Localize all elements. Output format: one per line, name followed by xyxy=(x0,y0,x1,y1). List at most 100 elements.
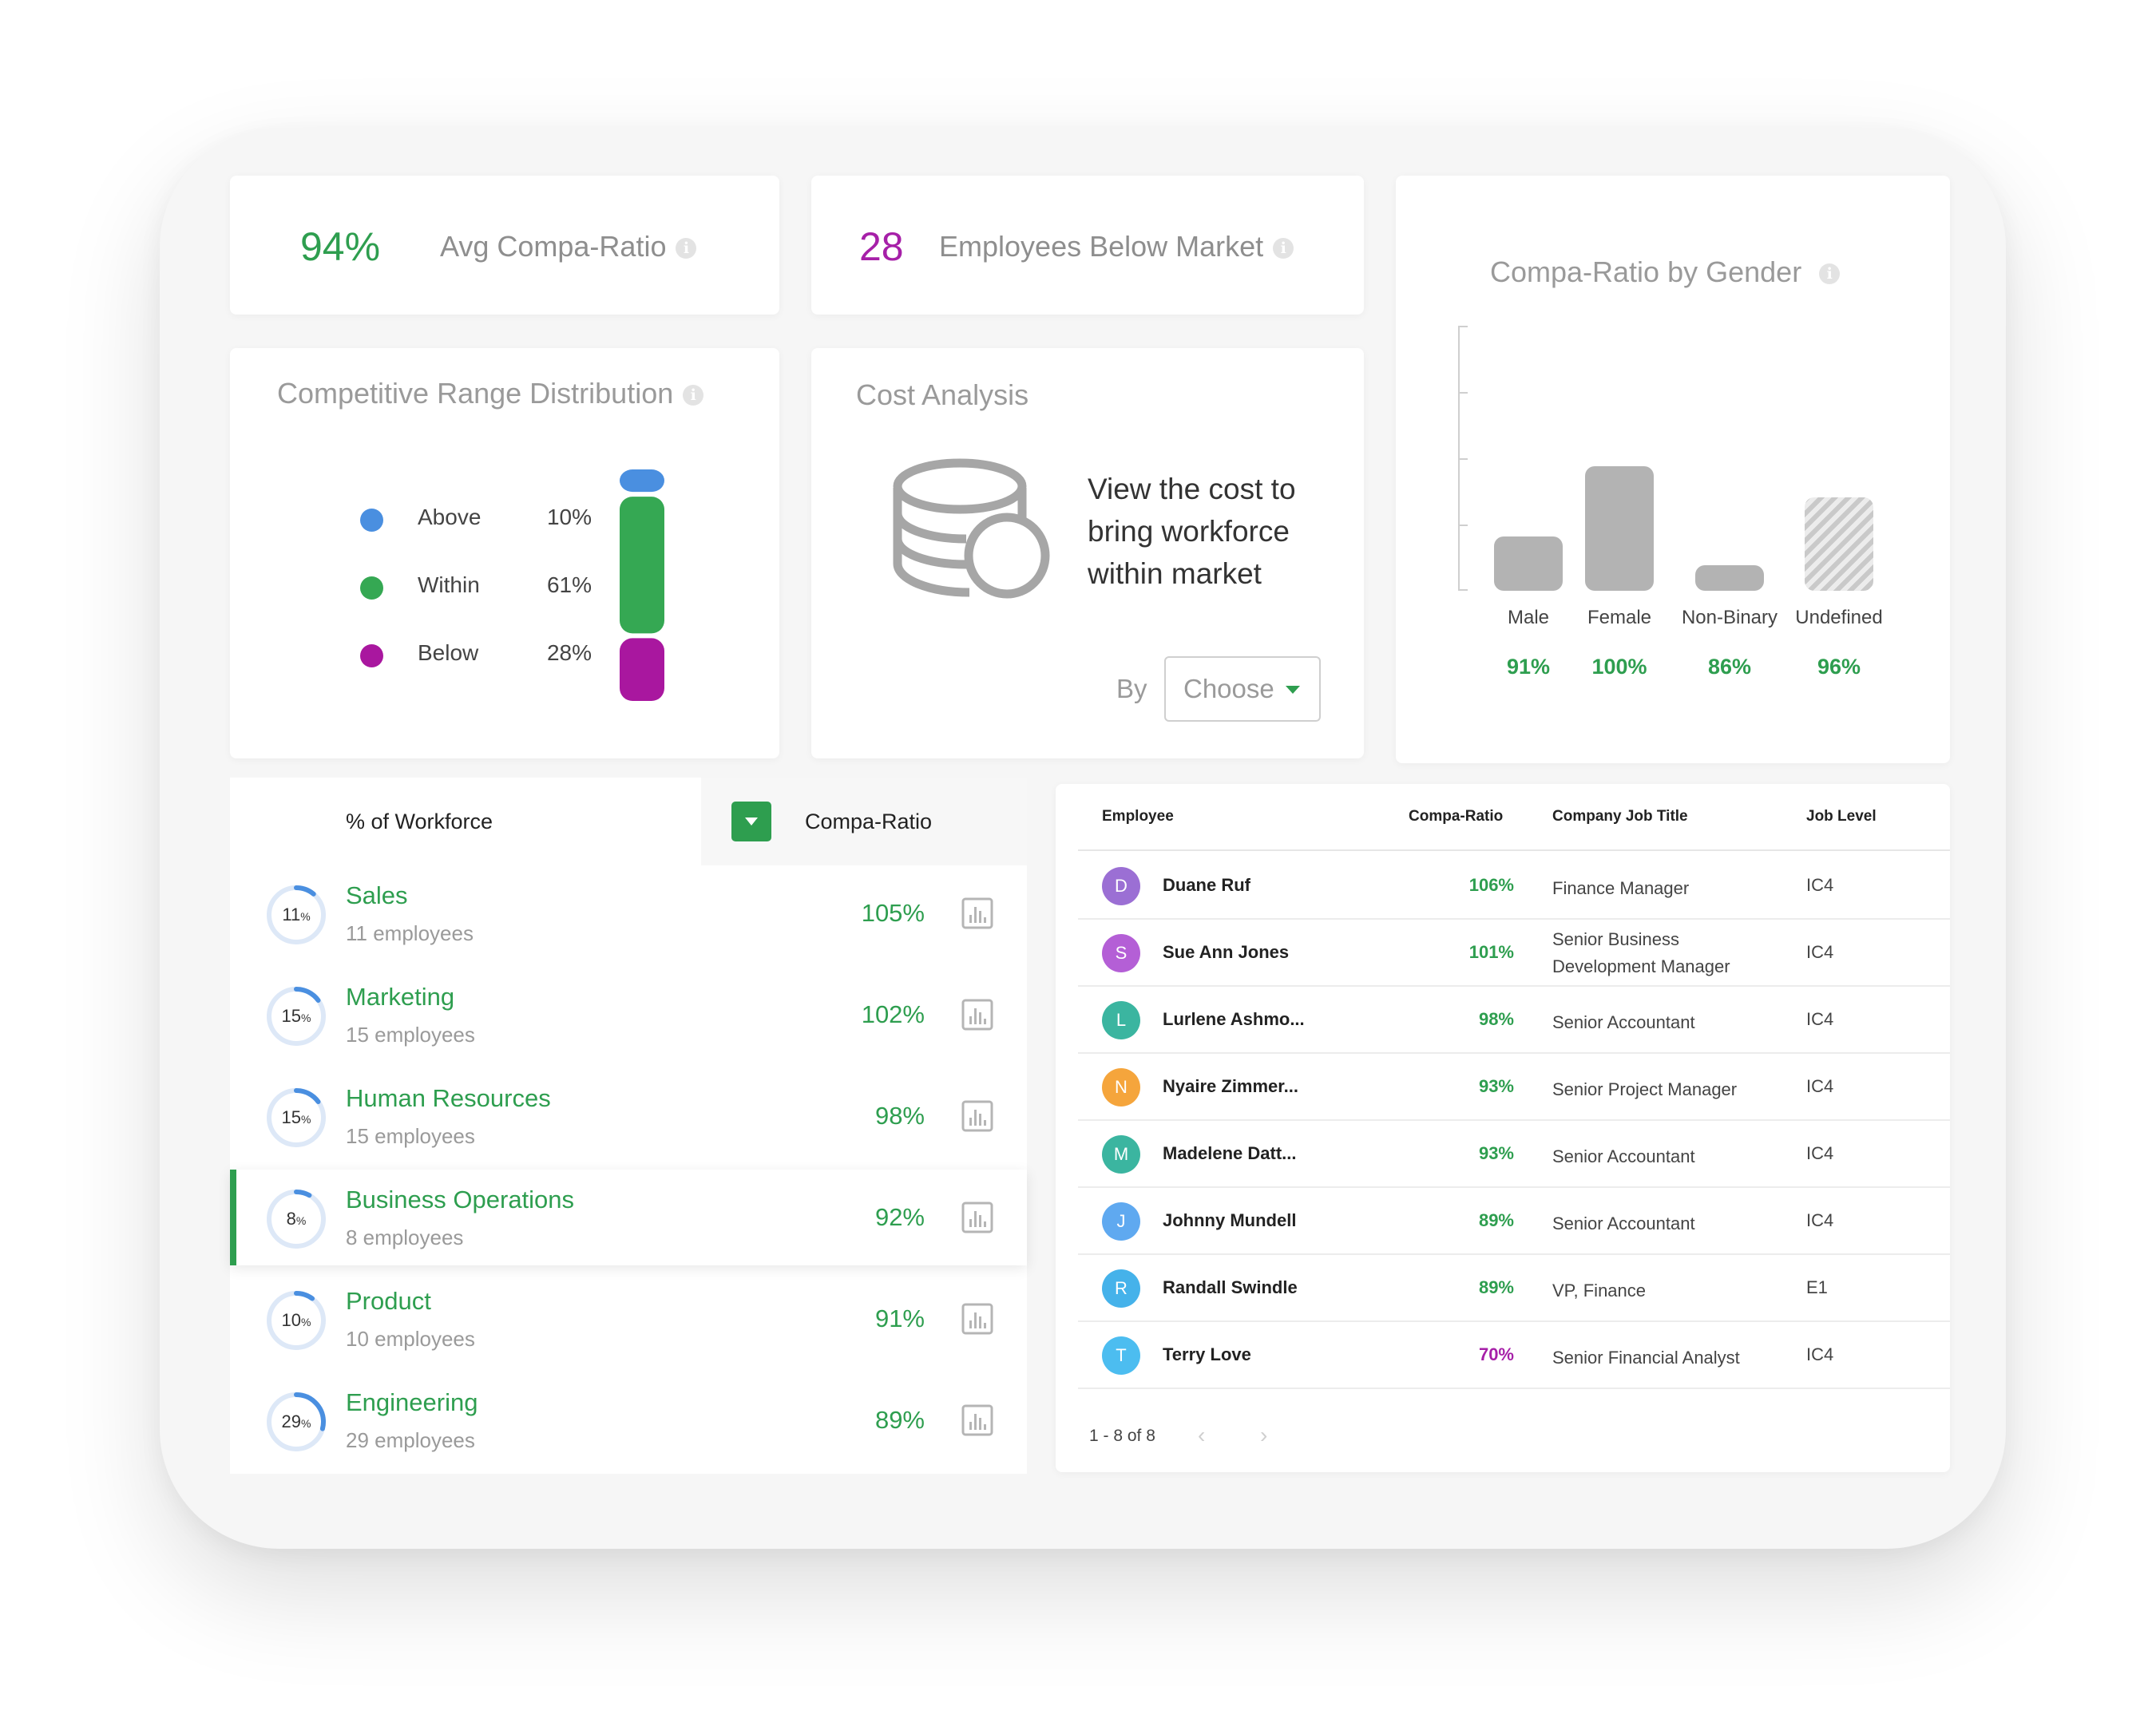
info-icon[interactable]: i xyxy=(1273,238,1294,259)
department-name[interactable]: Marketing xyxy=(346,983,455,1011)
caret-down-icon xyxy=(745,818,758,825)
bar-chart-icon[interactable] xyxy=(961,999,993,1031)
column-header-job-title[interactable]: Company Job Title xyxy=(1552,808,1688,825)
next-page-icon[interactable]: › xyxy=(1260,1423,1268,1447)
workforce-share-ring: 29% xyxy=(264,1390,328,1454)
table-row[interactable]: T Terry Love 70% Senior Financial Analyst IC… xyxy=(1078,1320,1950,1389)
department-name[interactable]: Business Operations xyxy=(346,1186,575,1213)
avatar: M xyxy=(1102,1135,1140,1174)
choose-select-value: Choose xyxy=(1183,674,1274,703)
bar-chart-icon[interactable] xyxy=(961,1303,993,1335)
bar-chart-icon[interactable] xyxy=(961,1404,993,1436)
department-compa-ratio: 89% xyxy=(874,1406,925,1434)
info-icon[interactable]: i xyxy=(683,385,704,406)
axis-tick xyxy=(1460,589,1468,591)
employee-job-level: IC4 xyxy=(1806,1076,1834,1096)
department-name[interactable]: Sales xyxy=(346,881,408,909)
info-icon[interactable]: i xyxy=(1819,263,1841,285)
selected-indicator xyxy=(230,1170,236,1265)
workforce-share-value: 29% xyxy=(281,1411,311,1431)
department-row[interactable]: 11% Sales 11 employees 105% xyxy=(230,865,1027,961)
department-name[interactable]: Product xyxy=(346,1287,431,1315)
employee-job-title: Senior Business Development Manager xyxy=(1552,929,1730,976)
bar-value-label: 96% xyxy=(1817,655,1861,679)
table-row[interactable]: L Lurlene Ashmo... 98% Senior Accountant IC4 xyxy=(1078,985,1950,1054)
employee-name[interactable]: Terry Love xyxy=(1163,1344,1251,1364)
table-row[interactable]: N Nyaire Zimmer... 93% Senior Project Manag… xyxy=(1078,1052,1950,1121)
department-compa-ratio: 91% xyxy=(874,1304,925,1332)
workforce-column-header[interactable]: % of Workforce xyxy=(346,810,493,833)
workforce-share-value: 15% xyxy=(281,1006,311,1026)
table-row[interactable]: J Johnny Mundell 89% Senior Accountant IC4 xyxy=(1078,1186,1950,1255)
legend-dot-above xyxy=(360,509,383,532)
employee-table: Employee Compa-Ratio Company Job Title J… xyxy=(1056,784,1950,1472)
table-row[interactable]: D Duane Ruf 106% Finance Manager IC4 xyxy=(1078,851,1950,920)
kpi-avg-compa-label: Avg Compa-Ratio i xyxy=(440,230,697,263)
avatar: L xyxy=(1102,1001,1140,1039)
bar-female[interactable] xyxy=(1585,466,1654,591)
employee-job-level: E1 xyxy=(1806,1277,1828,1297)
department-name[interactable]: Human Resources xyxy=(346,1084,551,1112)
kpi-avg-compa-card: 94% Avg Compa-Ratio i xyxy=(230,176,779,315)
workforce-share-ring: 11% xyxy=(264,883,328,947)
employee-compa-ratio: 106% xyxy=(1468,875,1514,895)
workforce-share-ring: 15% xyxy=(264,984,328,1048)
bar-male[interactable] xyxy=(1494,536,1563,591)
employee-job-title: Senior Accountant xyxy=(1552,1146,1695,1166)
employee-job-level: IC4 xyxy=(1806,1210,1834,1230)
bar-chart-icon[interactable] xyxy=(961,1100,993,1132)
bar-chart-icon[interactable] xyxy=(961,897,993,929)
employee-name[interactable]: Johnny Mundell xyxy=(1163,1210,1297,1230)
bar-non-binary[interactable] xyxy=(1695,565,1764,591)
employee-name[interactable]: Duane Ruf xyxy=(1163,875,1250,895)
department-compa-ratio: 92% xyxy=(874,1203,925,1231)
pagination-label: 1 - 8 of 8 xyxy=(1089,1427,1155,1445)
employee-name[interactable]: Lurlene Ashmo... xyxy=(1163,1009,1305,1029)
column-header-compa-ratio[interactable]: Compa-Ratio xyxy=(1409,808,1504,825)
column-header-job-level[interactable]: Job Level xyxy=(1806,808,1877,825)
department-name[interactable]: Engineering xyxy=(346,1388,478,1416)
department-employee-count: 15 employees xyxy=(346,1124,475,1148)
bar-chart-icon[interactable] xyxy=(961,1202,993,1233)
employee-compa-ratio: 70% xyxy=(1478,1344,1514,1364)
table-row[interactable]: S Sue Ann Jones 101% Senior Business Develo… xyxy=(1078,918,1950,987)
by-label: By xyxy=(1116,674,1147,703)
table-row[interactable]: R Randall Swindle 89% VP, Finance E1 xyxy=(1078,1253,1950,1322)
department-row[interactable]: 15% Human Resources 15 employees 98% xyxy=(230,1068,1027,1164)
department-row[interactable]: 8% Business Operations 8 employees 92% xyxy=(230,1170,1027,1265)
employee-job-title: Senior Financial Analyst xyxy=(1552,1348,1740,1368)
workforce-share-value: 11% xyxy=(282,905,311,924)
department-row[interactable]: 29% Engineering 29 employees 89% xyxy=(230,1372,1027,1468)
gender-chart-card: Compa-Ratio by Gender i Male 91% Female 100%… xyxy=(1396,176,1950,763)
table-row[interactable]: M Madelene Datt... 93% Senior Accountant IC4 xyxy=(1078,1119,1950,1188)
employee-name[interactable]: Madelene Datt... xyxy=(1163,1143,1297,1163)
bar-category-label: Male xyxy=(1507,607,1550,628)
choose-select[interactable]: Choose xyxy=(1164,656,1321,722)
prev-page-icon[interactable]: ‹ xyxy=(1198,1423,1206,1447)
bar-undefined[interactable] xyxy=(1805,497,1873,591)
column-header-employee[interactable]: Employee xyxy=(1102,808,1174,825)
employee-name[interactable]: Randall Swindle xyxy=(1163,1277,1298,1297)
employee-job-level: IC4 xyxy=(1806,1344,1834,1364)
cost-analysis-text: View the cost to bring workforce within … xyxy=(1088,473,1296,590)
gender-bars: Male 91% Female 100% Non-Binary 86% Undefined 9… xyxy=(1396,176,1950,763)
department-employee-count: 15 employees xyxy=(346,1023,475,1047)
legend-row-above: Above 10% xyxy=(360,505,600,536)
kpi-below-market-label: Employees Below Market i xyxy=(939,230,1294,263)
employee-job-level: IC4 xyxy=(1806,942,1834,962)
bar-value-label: 86% xyxy=(1707,655,1752,679)
range-segment-above xyxy=(620,469,664,493)
sort-dropdown-button[interactable] xyxy=(731,802,771,841)
bar-category-label: Female xyxy=(1587,607,1652,628)
employee-compa-ratio: 98% xyxy=(1478,1009,1514,1029)
gender-chart-axis xyxy=(1458,326,1468,591)
employee-name[interactable]: Sue Ann Jones xyxy=(1163,942,1290,962)
workforce-share-value: 10% xyxy=(281,1310,311,1330)
compa-ratio-column-header[interactable]: Compa-Ratio xyxy=(701,778,1027,865)
department-row[interactable]: 10% Product 10 employees 91% xyxy=(230,1271,1027,1367)
department-row[interactable]: 15% Marketing 15 employees 102% xyxy=(230,967,1027,1063)
employee-job-title: Senior Project Manager xyxy=(1552,1079,1738,1099)
employee-name[interactable]: Nyaire Zimmer... xyxy=(1163,1076,1298,1096)
kpi-below-market-card: 28 Employees Below Market i xyxy=(811,176,1364,315)
info-icon[interactable]: i xyxy=(676,238,697,259)
